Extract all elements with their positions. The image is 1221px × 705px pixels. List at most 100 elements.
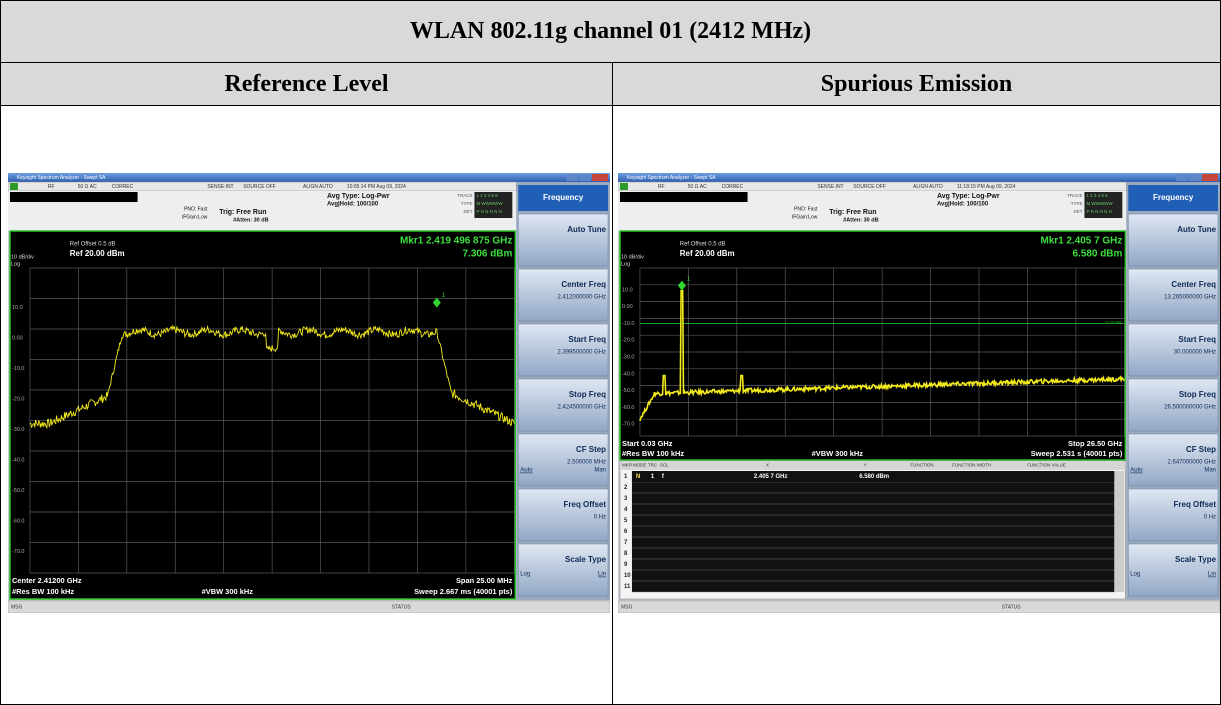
- marker-table-cell: 1: [651, 474, 655, 480]
- footer-setting: Start 0.03 GHz: [622, 439, 673, 448]
- marker: [432, 297, 441, 308]
- status-field: CORREC: [112, 184, 134, 190]
- softkey: [518, 323, 609, 377]
- marker-row-area: [631, 471, 1115, 592]
- scale-type: Log: [621, 261, 630, 267]
- softkey: [1128, 213, 1219, 267]
- marker-table-cell: 10: [624, 573, 631, 579]
- softkey-value: 2.424500000 GHz: [558, 405, 607, 411]
- softkey-label: Scale Type: [565, 555, 607, 564]
- marker-level: 6.580 dBm: [1073, 249, 1123, 260]
- footer-setting: Center 2.41200 GHz: [12, 576, 82, 585]
- softkey-option: Lin: [598, 572, 606, 578]
- softkey-value: 0 Hz: [594, 515, 606, 521]
- row-highlight: [631, 471, 1115, 482]
- marker-level: 7.306 dBm: [463, 249, 513, 260]
- footer-setting: Sweep 2.531 s (40001 pts): [1031, 449, 1123, 458]
- setting: Avg|Hold: 100/100: [327, 202, 379, 208]
- marker-table-header: [619, 461, 1126, 470]
- softkey-menu-title: Frequency: [543, 193, 584, 202]
- marker-table-header-cell: MKR: [622, 463, 633, 468]
- marker-table-header-cell: FUNCTION: [910, 463, 933, 468]
- trace-value: M WWWWW: [476, 201, 503, 206]
- window-button: [1176, 174, 1189, 181]
- footer-setting: #VBW 300 kHz: [202, 587, 254, 596]
- window-button: [579, 174, 592, 181]
- marker-table-header-cell: X: [766, 463, 769, 468]
- window-button: [1189, 174, 1202, 181]
- y-axis-label: -40.0: [12, 458, 24, 464]
- y-axis-label: 0.00: [12, 336, 23, 342]
- ref-level: Ref 20.00 dBm: [680, 249, 735, 258]
- softkey-label: Stop Freq: [1179, 390, 1216, 399]
- marker-table-cell: 5: [624, 518, 628, 524]
- graph-panel: [9, 230, 517, 600]
- input-box: [619, 192, 748, 202]
- marker-table-cell: 9: [624, 562, 628, 568]
- y-axis-label: -10.0: [12, 366, 24, 372]
- softkey-value: 0 Hz: [1204, 515, 1216, 521]
- ref-level: Ref 20.00 dBm: [70, 249, 125, 258]
- status-led: [9, 183, 18, 190]
- window-title: Keysight Spectrum Analyzer - Swept SA: [627, 175, 716, 181]
- footer-setting: #Res BW 100 kHz: [622, 449, 684, 458]
- marker-table-header-cell: TRC: [648, 463, 658, 468]
- status-field: SOURCE OFF: [853, 184, 886, 190]
- setting: Avg|Hold: 100/100: [937, 202, 989, 208]
- status-field: 10:05:14 PM Aug 09, 2024: [347, 184, 406, 190]
- status-field: 50 Ω AC: [78, 184, 97, 190]
- footer-setting: Sweep 2.667 ms (40001 pts): [414, 587, 513, 596]
- softkey-value: 26.500000000 GHz: [1164, 405, 1216, 411]
- y-axis-label: -20.0: [12, 397, 24, 403]
- setting: Trig: Free Run: [829, 209, 876, 216]
- status-field: SENSE:INT: [817, 184, 843, 190]
- below-screen: [8, 613, 610, 653]
- column-header: Reference Level: [0, 62, 613, 106]
- marker-table-cell: 1: [624, 474, 628, 480]
- marker-table-header-cell: SCL: [660, 463, 669, 468]
- softkey: [518, 543, 609, 597]
- ref-offset: Ref Offset 0.5 dB: [680, 242, 726, 248]
- y-axis-label: -20.0: [622, 338, 634, 344]
- footer-setting: Span 25.00 MHz: [456, 576, 513, 585]
- status-field: 11:18:15 PM Aug 09, 2024: [957, 184, 1016, 190]
- softkey: [1128, 433, 1219, 487]
- trace-value: M WWWWW: [1086, 201, 1113, 206]
- trace-value: 1 2 3 4 5 6: [476, 193, 498, 198]
- softkey-option: Man: [594, 468, 606, 474]
- y-axis-label: -60.0: [622, 405, 634, 411]
- setting: PNO: Fast: [794, 206, 818, 212]
- softkey-value: 2.647000000 GHz: [1168, 460, 1217, 466]
- marker-table-cell: 11: [624, 584, 631, 590]
- message-label: MSG: [11, 604, 22, 610]
- window-button: [566, 174, 579, 181]
- y-axis-label: 0.00: [622, 304, 633, 310]
- ref-offset: Ref Offset 0.5 dB: [70, 242, 116, 248]
- y-axis-label: -30.0: [622, 354, 634, 360]
- scale-type: Log: [11, 261, 20, 267]
- analyzer-screenshot: Keysight Spectrum Analyzer - Swept SA RF 5…: [8, 173, 610, 653]
- y-axis-label: -10.0: [622, 321, 634, 327]
- softkey-menu: [1128, 185, 1219, 211]
- softkey: [1128, 543, 1219, 597]
- trace-value: P N N N N N: [476, 209, 501, 214]
- softkey-label: Stop Freq: [569, 390, 606, 399]
- y-axis-label: -50.0: [622, 388, 634, 394]
- softkey-option: Log: [1130, 572, 1140, 578]
- marker-table-cell: N: [636, 474, 640, 480]
- softkey: [1128, 323, 1219, 377]
- trace-box: [1084, 192, 1123, 218]
- footer-setting: #VBW 300 kHz: [812, 449, 864, 458]
- softkey-menu-title: Frequency: [1153, 193, 1194, 202]
- setting: #Atten: 30 dB: [843, 217, 878, 223]
- marker-table-cell: 3: [624, 496, 628, 502]
- marker-table-header-cell: FUNCTION WIDTH: [952, 463, 991, 468]
- softkey-label: Auto Tune: [567, 225, 606, 234]
- setting: IFGain:Low: [182, 214, 208, 220]
- marker-frequency: Mkr1 2.405 7 GHz: [1040, 236, 1122, 247]
- marker-table-cell: 2.405 7 GHz: [754, 474, 788, 480]
- softkey-option: Auto: [520, 468, 533, 474]
- status-field: RF: [48, 184, 55, 190]
- status-label: STATUS: [1002, 604, 1022, 610]
